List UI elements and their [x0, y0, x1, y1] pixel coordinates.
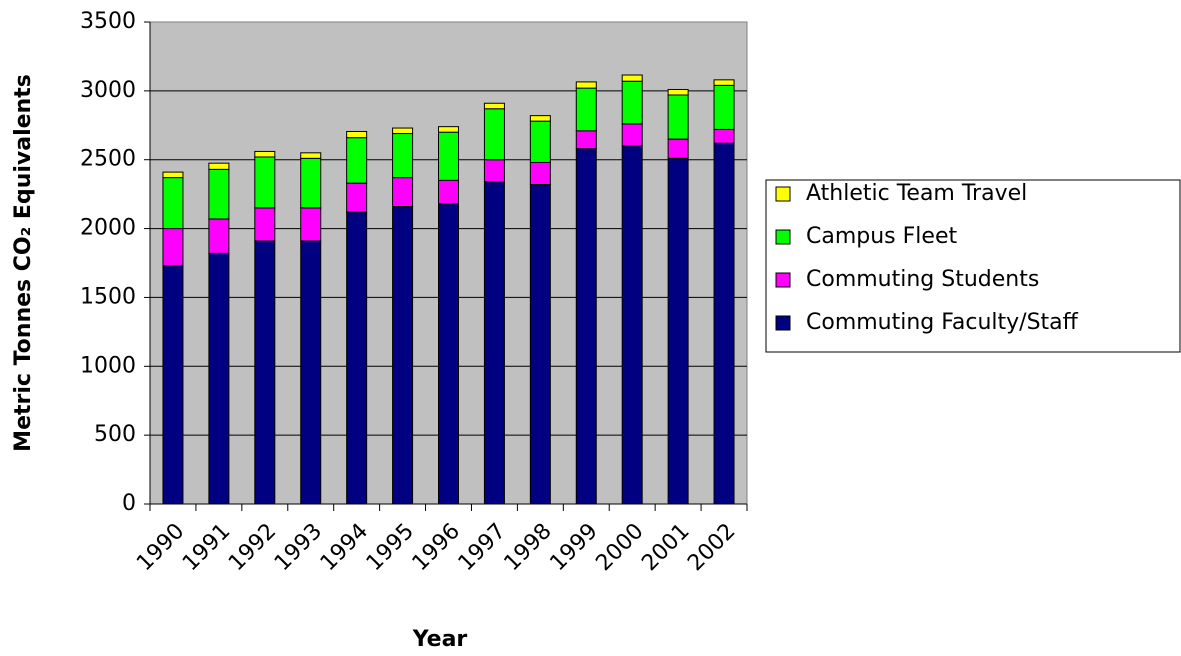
bar-segment	[438, 126, 459, 133]
y-tick-label: 2500	[80, 147, 136, 172]
y-tick-label: 3500	[80, 9, 136, 34]
x-tick-label: 2000	[591, 519, 648, 576]
bar-segment	[254, 207, 276, 242]
bar-segment	[300, 240, 322, 505]
bar-segment	[254, 150, 276, 158]
y-tick-label: 1500	[80, 284, 136, 309]
bar-segment	[575, 130, 597, 150]
bar-segment	[392, 127, 414, 135]
legend-label: Athletic Team Travel	[806, 181, 1027, 206]
bar-segment	[392, 206, 414, 505]
y-tick-label: 0	[122, 491, 136, 516]
bar-segment	[713, 84, 735, 130]
x-tick-label: 1992	[224, 519, 281, 576]
bar-segment	[575, 81, 597, 89]
bar-segment	[254, 156, 276, 209]
bar-segment	[162, 228, 184, 267]
x-tick-label: 1997	[454, 519, 511, 576]
bar-segment	[529, 161, 551, 186]
bar-segment	[300, 157, 322, 209]
bar-segment	[483, 102, 505, 110]
y-tick-label: 3000	[80, 78, 136, 103]
bar-segment	[162, 265, 184, 505]
bar-segment	[713, 128, 735, 144]
x-tick-label: 1991	[178, 519, 235, 576]
bar-segment	[575, 148, 597, 505]
bar-segment	[208, 252, 230, 505]
bar-segment	[438, 203, 459, 505]
bar-segment	[438, 179, 459, 205]
bar-segment	[483, 108, 505, 161]
bar-segment	[162, 177, 184, 230]
bar-segment	[392, 177, 414, 208]
legend-swatch	[775, 229, 791, 245]
legend-swatch	[775, 272, 791, 288]
bar-segment	[621, 74, 643, 82]
bar-segment	[667, 157, 689, 505]
legend-label: Commuting Faculty/Staff	[806, 310, 1079, 335]
bar-segment	[438, 131, 459, 181]
x-tick-label: 1998	[500, 519, 557, 576]
x-tick-label: 2001	[637, 519, 694, 576]
bar-segment	[667, 138, 689, 159]
x-tick-label: 1996	[408, 519, 465, 576]
bar-segment	[713, 142, 735, 505]
bar-segment	[713, 79, 735, 86]
legend-label: Commuting Students	[806, 267, 1039, 292]
bar-segment	[621, 123, 643, 147]
bar-segment	[529, 115, 551, 122]
legend-label: Campus Fleet	[806, 224, 957, 249]
bar-segment	[162, 171, 184, 179]
bar-segment	[667, 88, 689, 96]
bar-segment	[621, 80, 643, 125]
y-tick-label: 1000	[80, 353, 136, 378]
bar-segment	[529, 184, 551, 505]
bar-segment	[208, 162, 230, 170]
bar-segment	[208, 218, 230, 254]
x-tick-label: 1999	[545, 519, 602, 576]
y-tick-label: 2000	[80, 216, 136, 241]
legend-swatch	[775, 315, 791, 331]
bar-segment	[346, 182, 368, 213]
legend	[765, 179, 1181, 353]
bar-segment	[483, 159, 505, 183]
bar-segment	[529, 120, 551, 163]
bar-segment	[667, 94, 689, 140]
bar-segment	[392, 133, 414, 179]
x-axis-title: Year	[412, 627, 468, 652]
y-axis-title: Metric Tonnes CO₂ Equivalents	[11, 74, 36, 452]
bar-segment	[346, 130, 368, 139]
bar-segment	[208, 168, 230, 220]
bar-segment	[483, 181, 505, 505]
bar-segment	[575, 87, 597, 132]
legend-swatch	[775, 186, 791, 202]
x-tick-label: 1990	[132, 519, 189, 576]
x-tick-label: 2002	[683, 519, 740, 576]
bar-segment	[300, 152, 322, 159]
bar-segment	[346, 137, 368, 184]
bar-segment	[254, 240, 276, 505]
x-tick-label: 1994	[316, 519, 373, 576]
x-tick-label: 1993	[270, 519, 327, 576]
x-tick-label: 1995	[362, 519, 419, 576]
bar-segment	[346, 211, 368, 505]
bar-segment	[300, 207, 322, 242]
y-tick-label: 500	[94, 422, 136, 447]
bar-segment	[621, 145, 643, 505]
